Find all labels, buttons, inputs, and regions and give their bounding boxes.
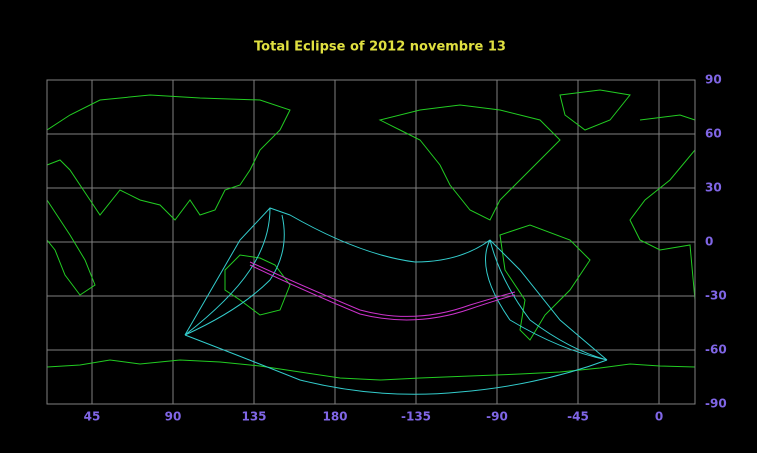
australia-coast bbox=[224, 254, 291, 316]
greenland-coast bbox=[559, 89, 631, 131]
x-tick-label: 135 bbox=[241, 410, 266, 424]
north-america-coast bbox=[378, 104, 561, 221]
x-tick-label: 90 bbox=[165, 410, 182, 424]
x-tick-label: -90 bbox=[486, 410, 508, 424]
y-tick-label: -60 bbox=[705, 343, 727, 357]
grid bbox=[47, 79, 695, 405]
y-tick-label: 90 bbox=[705, 73, 722, 87]
x-tick-label: -45 bbox=[567, 410, 589, 424]
x-tick-label: 0 bbox=[655, 410, 663, 424]
africa-coast bbox=[46, 199, 96, 296]
map-title: Total Eclipse of 2012 novembre 13 bbox=[254, 40, 506, 55]
x-tick-label: 180 bbox=[322, 410, 347, 424]
y-tick-label: 0 bbox=[705, 235, 713, 249]
y-tick-label: -30 bbox=[705, 289, 727, 303]
central-line bbox=[249, 261, 516, 317]
northern-limit bbox=[184, 207, 608, 361]
y-tick-label: 30 bbox=[705, 181, 722, 195]
eurasia-coast bbox=[46, 94, 291, 221]
penumbra-east bbox=[485, 239, 608, 361]
south-america-coast bbox=[499, 224, 591, 341]
europe-africa-east-coast bbox=[629, 114, 696, 301]
eclipse-path bbox=[184, 207, 608, 395]
y-tick-label: 60 bbox=[705, 127, 722, 141]
y-tick-label: -90 bbox=[705, 397, 727, 411]
antarctica-coast bbox=[46, 359, 696, 381]
x-tick-label: -135 bbox=[401, 410, 431, 424]
frame bbox=[46, 79, 696, 405]
central-line-edge bbox=[249, 264, 516, 321]
x-tick-label: 45 bbox=[84, 410, 101, 424]
penumbra-west bbox=[184, 207, 285, 336]
coastlines bbox=[46, 89, 696, 381]
southern-limit bbox=[184, 334, 608, 395]
